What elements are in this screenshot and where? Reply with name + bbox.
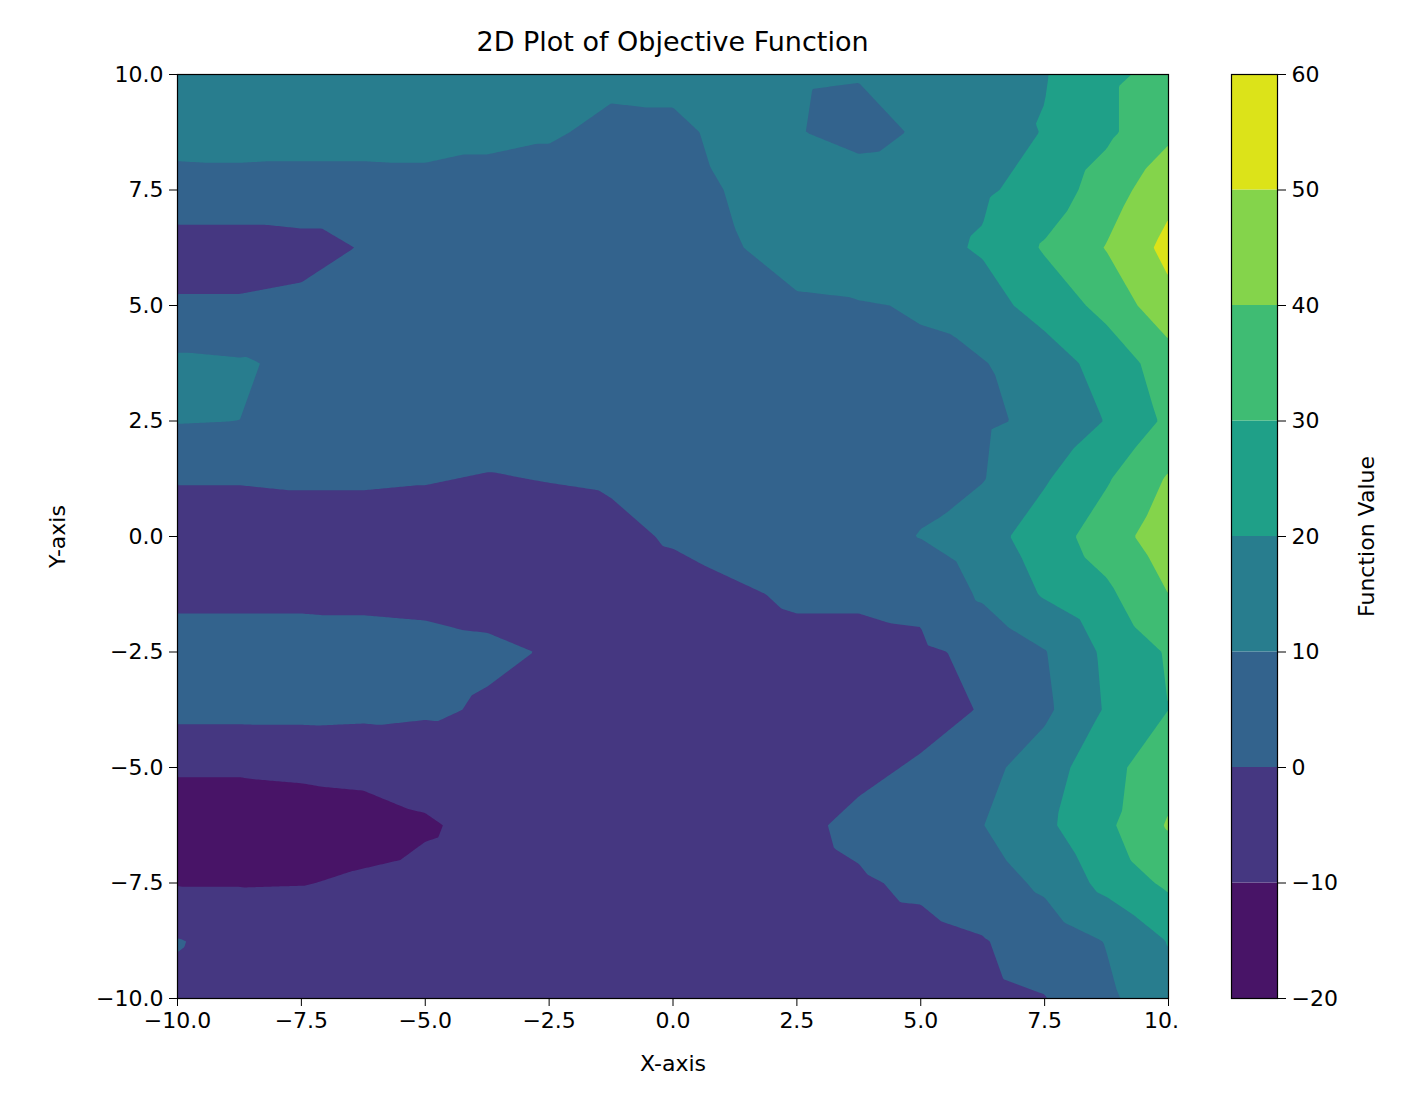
svg-text:−5.0: −5.0: [110, 755, 163, 780]
svg-text:X-axis: X-axis: [640, 1051, 706, 1076]
svg-text:20: 20: [1292, 524, 1320, 549]
svg-text:−2.5: −2.5: [522, 1008, 575, 1033]
svg-text:10.0: 10.0: [1144, 1008, 1193, 1034]
svg-text:60: 60: [1292, 62, 1320, 87]
svg-text:5.0: 5.0: [129, 293, 164, 318]
svg-text:−2.5: −2.5: [110, 639, 163, 664]
svg-text:−7.5: −7.5: [110, 870, 163, 895]
svg-text:50: 50: [1292, 177, 1320, 202]
svg-text:−10.0: −10.0: [144, 1008, 211, 1033]
svg-text:7.5: 7.5: [1027, 1008, 1062, 1033]
svg-text:0: 0: [1292, 755, 1306, 780]
svg-text:5.0: 5.0: [903, 1008, 938, 1033]
svg-text:2.5: 2.5: [779, 1008, 814, 1033]
svg-text:10: 10: [1292, 639, 1320, 664]
svg-text:−10: −10: [1292, 870, 1338, 895]
svg-text:−5.0: −5.0: [399, 1008, 452, 1033]
svg-text:−10.0: −10.0: [96, 986, 163, 1011]
svg-text:−20: −20: [1292, 986, 1338, 1011]
svg-text:0.0: 0.0: [129, 524, 164, 549]
svg-text:Function Value: Function Value: [1354, 456, 1379, 617]
svg-text:0.0: 0.0: [656, 1008, 691, 1033]
svg-text:10.0: 10.0: [115, 62, 164, 87]
svg-text:2.5: 2.5: [129, 408, 164, 433]
svg-text:40: 40: [1292, 293, 1320, 318]
html-text:2D Plot of Objective Function: 2D Plot of Objective Function: [476, 26, 869, 57]
svg-text:−7.5: −7.5: [275, 1008, 328, 1033]
svg-text:Y-axis: Y-axis: [45, 505, 70, 569]
svg-text:30: 30: [1292, 408, 1320, 433]
svg-text:7.5: 7.5: [129, 177, 164, 202]
